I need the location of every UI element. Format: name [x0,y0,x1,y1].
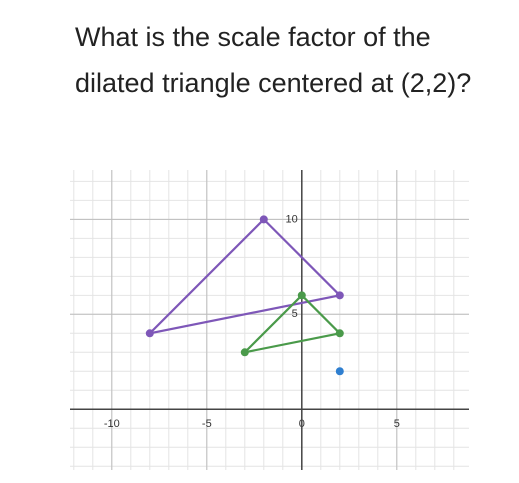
point [335,291,344,300]
y-tick-label: 10 [286,213,298,225]
question: What is the scale factor of the dilated … [75,22,472,98]
x-tick-label: -10 [104,418,120,430]
point [335,367,344,376]
point [240,348,249,357]
shape [146,217,343,336]
point [335,329,344,338]
point [297,291,306,300]
x-tick-label: -5 [202,418,212,430]
y-tick-label: 5 [292,308,298,320]
x-tick-label: 5 [394,418,400,430]
point [145,329,154,338]
point [259,215,268,224]
shape [241,293,343,355]
